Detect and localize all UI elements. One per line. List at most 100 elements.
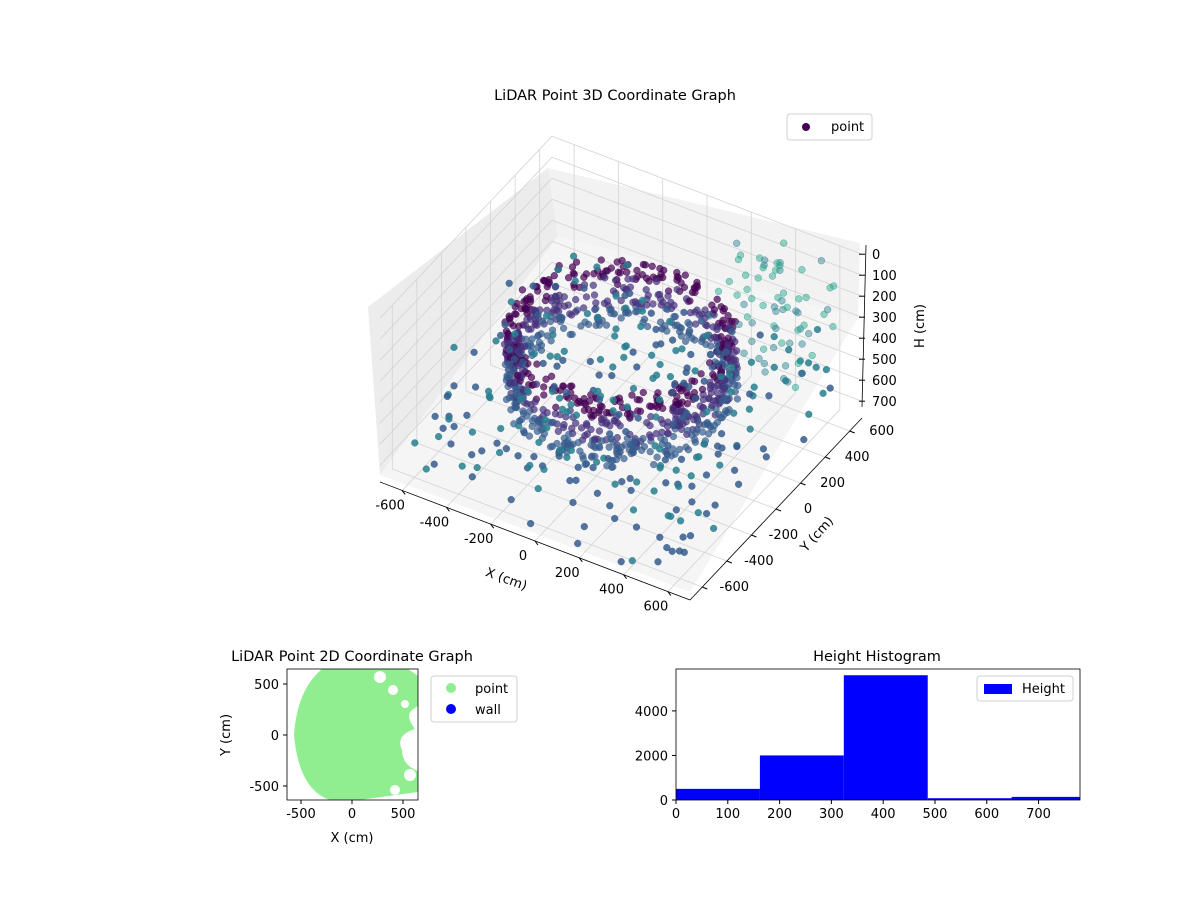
data-point xyxy=(633,478,641,486)
data-point xyxy=(620,284,628,292)
data-point xyxy=(514,452,522,460)
data-point xyxy=(808,351,816,360)
data-point xyxy=(540,465,548,474)
z-tick-label: 0 xyxy=(872,248,880,263)
data-point xyxy=(539,359,547,368)
data-point xyxy=(515,349,523,357)
data-point xyxy=(652,325,660,334)
y-tick xyxy=(775,508,782,512)
x-tick-label: 0 xyxy=(348,807,356,822)
histogram-bar xyxy=(927,798,1012,800)
data-point xyxy=(649,374,657,382)
data-point xyxy=(639,434,647,443)
y-tick-label: -500 xyxy=(249,780,279,795)
data-point xyxy=(447,440,455,448)
data-point xyxy=(710,306,719,314)
data-point xyxy=(713,295,721,303)
data-point xyxy=(596,355,605,364)
data-point xyxy=(593,263,601,271)
data-point xyxy=(778,297,786,305)
data-point xyxy=(473,464,481,472)
data-point xyxy=(609,363,617,371)
data-point xyxy=(783,303,791,311)
data-point xyxy=(514,371,522,379)
histogram-bar xyxy=(759,755,844,800)
data-point xyxy=(686,532,695,540)
data-point xyxy=(591,435,599,443)
x-tick-label: -200 xyxy=(464,532,494,547)
x-tick-label: 100 xyxy=(715,807,740,822)
y-tick-label: 0 xyxy=(660,794,668,809)
data-point xyxy=(735,320,743,329)
data-point xyxy=(675,482,683,491)
data-point xyxy=(772,307,780,316)
data-point xyxy=(672,466,680,474)
data-point xyxy=(754,274,762,282)
data-point xyxy=(733,291,741,299)
data-point xyxy=(539,317,547,325)
data-point xyxy=(565,430,573,439)
data-point xyxy=(654,291,662,299)
data-point xyxy=(636,396,644,404)
z-tick-label: 100 xyxy=(872,269,897,284)
data-point xyxy=(794,359,803,368)
data-point xyxy=(590,291,599,299)
data-point xyxy=(603,462,611,470)
data-point xyxy=(637,322,645,331)
data-point xyxy=(592,321,600,329)
data-point xyxy=(822,366,831,374)
x-tick xyxy=(578,557,583,563)
data-point xyxy=(697,370,705,378)
data-point xyxy=(595,395,604,404)
data-point xyxy=(730,466,739,474)
data-point xyxy=(623,403,631,411)
data-point xyxy=(431,412,439,421)
data-point xyxy=(628,557,636,565)
histogram-bars xyxy=(676,675,1080,800)
data-point xyxy=(627,486,635,495)
data-point xyxy=(616,448,624,456)
data-point xyxy=(796,325,805,333)
data-point xyxy=(500,340,509,348)
data-point xyxy=(572,258,581,266)
data-point xyxy=(435,433,443,441)
data-point xyxy=(607,435,616,443)
data-point xyxy=(629,348,637,356)
data-point xyxy=(813,325,822,334)
y-tick xyxy=(726,560,733,564)
gap-2d xyxy=(401,700,409,708)
data-point xyxy=(639,388,647,397)
data-point xyxy=(734,256,743,264)
data-point xyxy=(564,301,572,309)
data-point xyxy=(644,291,652,299)
data-point xyxy=(708,401,716,410)
data-point xyxy=(574,439,582,447)
data-point xyxy=(797,369,806,378)
data-point xyxy=(702,509,711,518)
data-point xyxy=(667,452,676,460)
data-point xyxy=(532,319,540,327)
data-point xyxy=(746,425,754,433)
x-tick xyxy=(446,506,450,512)
data-point xyxy=(567,401,575,409)
data-point xyxy=(669,405,678,413)
legend-wall-label: wall xyxy=(475,703,501,718)
data-point xyxy=(664,441,672,450)
data-point xyxy=(798,266,806,274)
data-point xyxy=(686,297,694,305)
data-point xyxy=(520,298,528,306)
data-point xyxy=(595,371,603,379)
data-point xyxy=(586,357,594,366)
data-point xyxy=(714,450,722,458)
x-tick-label: -500 xyxy=(286,807,316,822)
data-point xyxy=(710,373,718,381)
data-point xyxy=(685,328,693,336)
x-tick xyxy=(534,540,539,546)
legend-hist: Height xyxy=(976,675,1074,702)
data-point xyxy=(677,455,686,463)
data-point xyxy=(539,276,548,285)
data-point xyxy=(580,284,588,292)
data-point xyxy=(690,416,698,424)
x-axis-label-2d: X (cm) xyxy=(331,831,374,846)
data-point xyxy=(518,286,527,294)
